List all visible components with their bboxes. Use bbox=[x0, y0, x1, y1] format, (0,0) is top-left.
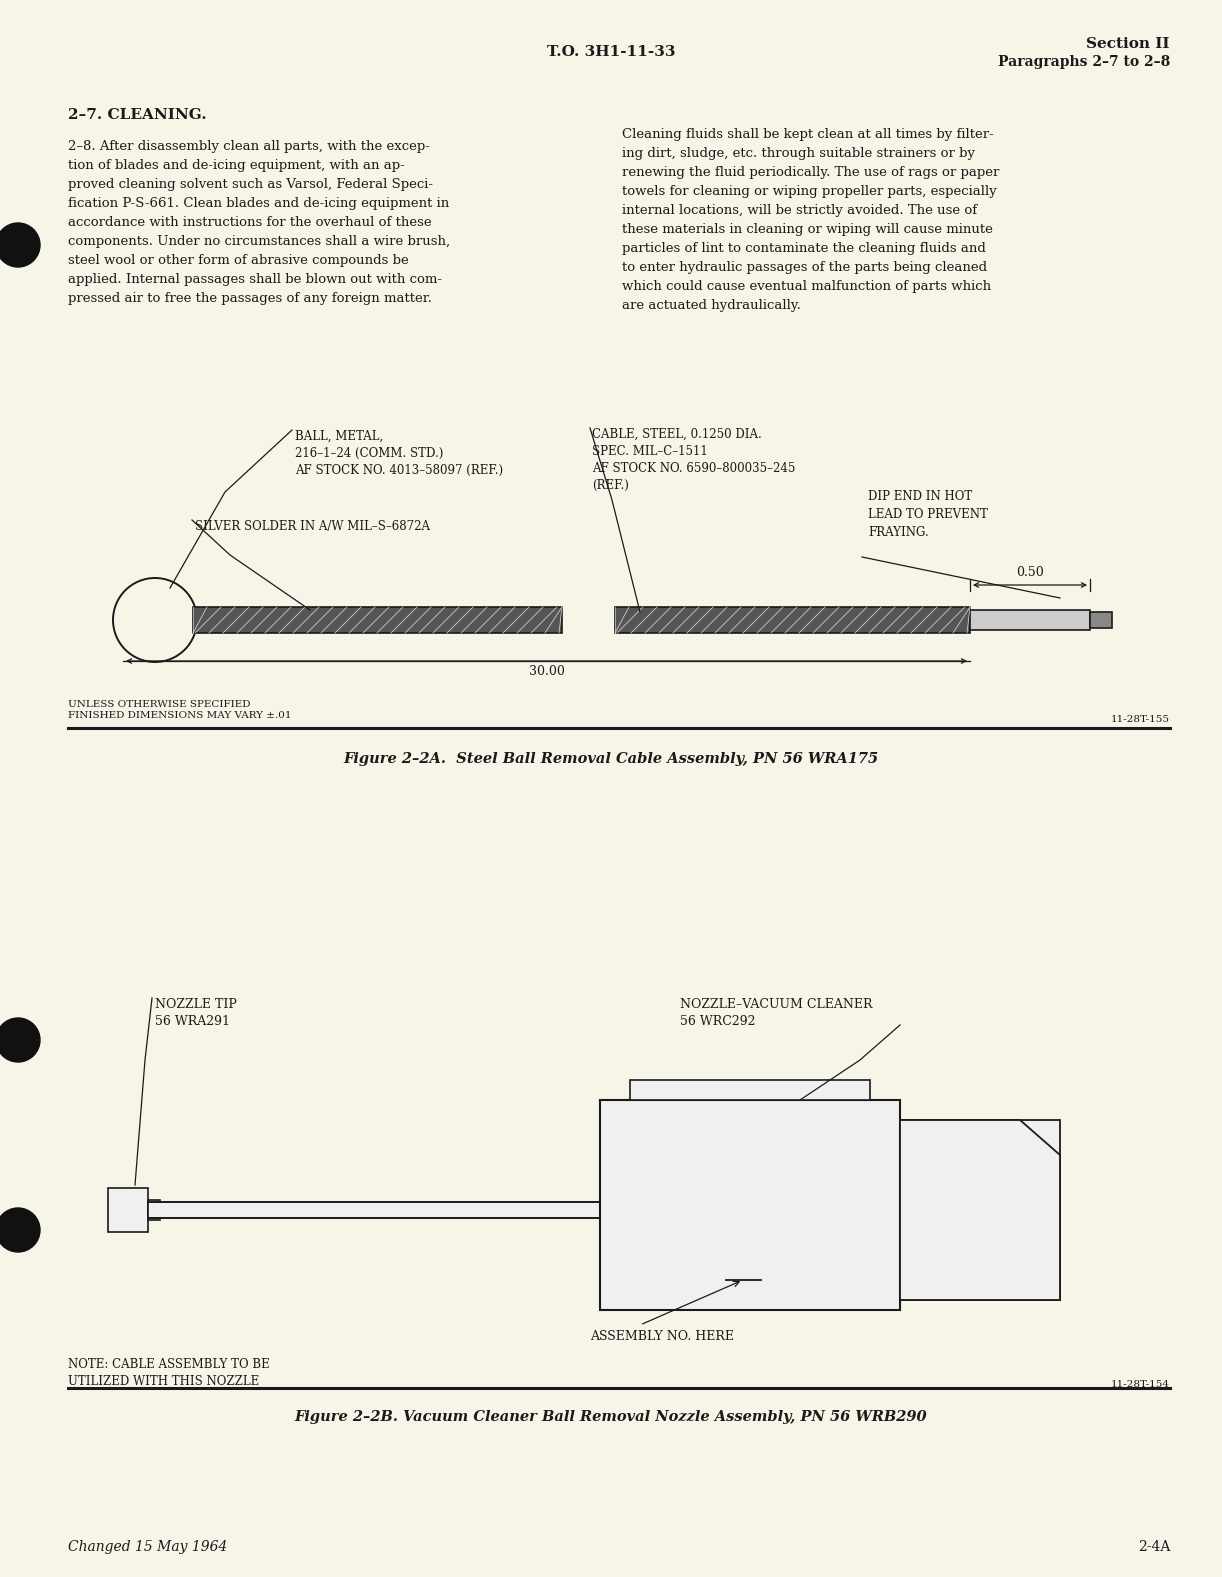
Text: 2-4A: 2-4A bbox=[1138, 1541, 1169, 1553]
Bar bbox=[148, 1202, 600, 1217]
Bar bbox=[899, 1120, 1059, 1299]
Text: UNLESS OTHERWISE SPECIFIED
FINISHED DIMENSIONS MAY VARY ±.01: UNLESS OTHERWISE SPECIFIED FINISHED DIME… bbox=[68, 700, 292, 721]
Text: 11-28T-154: 11-28T-154 bbox=[1111, 1380, 1169, 1389]
Circle shape bbox=[0, 222, 40, 267]
Bar bbox=[615, 607, 970, 632]
Bar bbox=[148, 1200, 160, 1221]
Text: SILVER SOLDER IN A/W MIL–S–6872A: SILVER SOLDER IN A/W MIL–S–6872A bbox=[196, 520, 430, 533]
Bar bbox=[970, 610, 1090, 629]
Text: 2–8. After disassembly clean all parts, with the excep-
tion of blades and de-ic: 2–8. After disassembly clean all parts, … bbox=[68, 140, 450, 304]
Text: NOTE: CABLE ASSEMBLY TO BE
UTILIZED WITH THIS NOZZLE: NOTE: CABLE ASSEMBLY TO BE UTILIZED WITH… bbox=[68, 1358, 270, 1388]
Circle shape bbox=[0, 1208, 40, 1252]
Text: Figure 2–2A.  Steel Ball Removal Cable Assembly, PN 56 WRA175: Figure 2–2A. Steel Ball Removal Cable As… bbox=[343, 752, 879, 766]
Text: 11-28T-155: 11-28T-155 bbox=[1111, 714, 1169, 724]
Text: Changed 15 May 1964: Changed 15 May 1964 bbox=[68, 1541, 227, 1553]
Text: ASSEMBLY NO. HERE: ASSEMBLY NO. HERE bbox=[590, 1329, 734, 1344]
Circle shape bbox=[0, 1019, 40, 1061]
Bar bbox=[631, 1080, 870, 1101]
Text: BALL, METAL,
216–1–24 (COMM. STD.)
AF STOCK NO. 4013–58097 (REF.): BALL, METAL, 216–1–24 (COMM. STD.) AF ST… bbox=[295, 431, 503, 476]
Text: CABLE, STEEL, 0.1250 DIA.
SPEC. MIL–C–1511
AF STOCK NO. 6590–800035–245
(REF.): CABLE, STEEL, 0.1250 DIA. SPEC. MIL–C–15… bbox=[591, 427, 796, 492]
Text: Figure 2–2B. Vacuum Cleaner Ball Removal Nozzle Assembly, PN 56 WRB290: Figure 2–2B. Vacuum Cleaner Ball Removal… bbox=[295, 1410, 927, 1424]
Text: Section II: Section II bbox=[1086, 36, 1169, 50]
Text: NOZZLE TIP
56 WRA291: NOZZLE TIP 56 WRA291 bbox=[155, 998, 237, 1028]
Text: T.O. 3H1-11-33: T.O. 3H1-11-33 bbox=[546, 46, 676, 58]
Polygon shape bbox=[899, 1120, 1059, 1299]
Bar bbox=[1090, 612, 1112, 628]
Bar bbox=[108, 1187, 148, 1232]
Text: 2–7. CLEANING.: 2–7. CLEANING. bbox=[68, 107, 207, 121]
Text: NOZZLE–VACUUM CLEANER
56 WRC292: NOZZLE–VACUUM CLEANER 56 WRC292 bbox=[679, 998, 873, 1028]
Text: Cleaning fluids shall be kept clean at all times by filter-
ing dirt, sludge, et: Cleaning fluids shall be kept clean at a… bbox=[622, 128, 1000, 312]
Text: DIP END IN HOT
LEAD TO PREVENT
FRAYING.: DIP END IN HOT LEAD TO PREVENT FRAYING. bbox=[868, 490, 987, 539]
Text: Paragraphs 2–7 to 2–8: Paragraphs 2–7 to 2–8 bbox=[997, 55, 1169, 69]
Text: 0.50: 0.50 bbox=[1017, 566, 1044, 579]
Bar bbox=[600, 1101, 899, 1310]
Bar bbox=[193, 607, 562, 632]
Text: 30.00: 30.00 bbox=[529, 665, 565, 678]
